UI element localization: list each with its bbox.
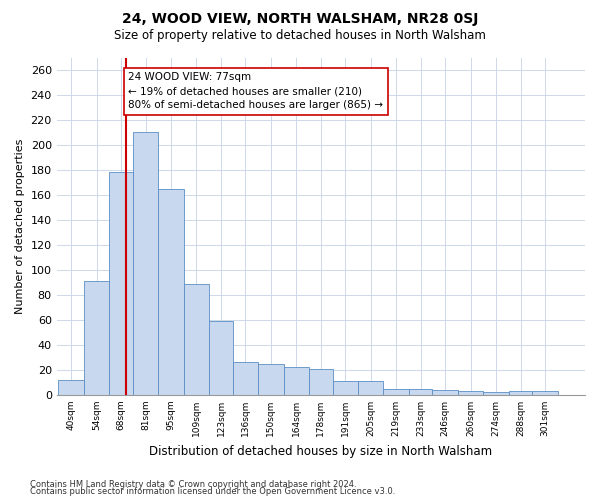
Bar: [158, 188, 184, 395]
Bar: [284, 368, 309, 395]
Bar: [233, 362, 258, 395]
Bar: [332, 381, 358, 395]
Text: 24, WOOD VIEW, NORTH WALSHAM, NR28 0SJ: 24, WOOD VIEW, NORTH WALSHAM, NR28 0SJ: [122, 12, 478, 26]
Bar: [258, 364, 284, 395]
Bar: [383, 388, 409, 395]
Text: Contains public sector information licensed under the Open Government Licence v3: Contains public sector information licen…: [30, 488, 395, 496]
Text: 24 WOOD VIEW: 77sqm
← 19% of detached houses are smaller (210)
80% of semi-detac: 24 WOOD VIEW: 77sqm ← 19% of detached ho…: [128, 72, 383, 110]
Bar: [532, 391, 558, 395]
Text: Size of property relative to detached houses in North Walsham: Size of property relative to detached ho…: [114, 29, 486, 42]
Bar: [409, 388, 433, 395]
Bar: [209, 321, 233, 395]
Bar: [509, 391, 532, 395]
Text: Contains HM Land Registry data © Crown copyright and database right 2024.: Contains HM Land Registry data © Crown c…: [30, 480, 356, 489]
Bar: [133, 132, 158, 395]
Bar: [484, 392, 509, 395]
Bar: [309, 368, 332, 395]
Bar: [458, 391, 484, 395]
X-axis label: Distribution of detached houses by size in North Walsham: Distribution of detached houses by size …: [149, 444, 493, 458]
Bar: [433, 390, 458, 395]
Bar: [84, 281, 109, 395]
Bar: [358, 381, 383, 395]
Bar: [109, 172, 133, 395]
Bar: [184, 284, 209, 395]
Y-axis label: Number of detached properties: Number of detached properties: [15, 138, 25, 314]
Bar: [58, 380, 84, 395]
